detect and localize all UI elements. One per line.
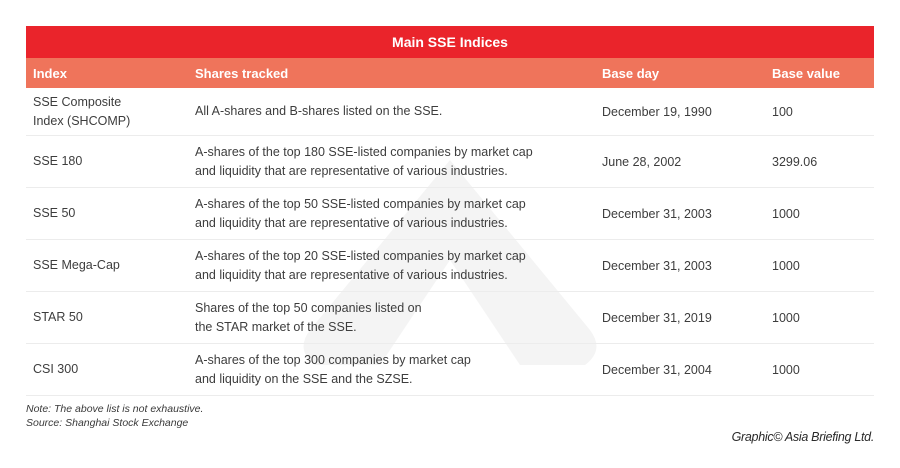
- footnotes: Note: The above list is not exhaustive. …: [26, 402, 203, 430]
- base-value-cell: 1000: [772, 362, 800, 377]
- index-name-cell: CSI 300: [33, 362, 79, 376]
- table-row: SSE 50 A-shares of the top 50 SSE-listed…: [26, 188, 874, 240]
- base-day-cell: December 31, 2003: [602, 206, 712, 221]
- table-row: SSE 180 A-shares of the top 180 SSE-list…: [26, 136, 874, 188]
- table-title-text: Main SSE Indices: [392, 34, 508, 50]
- index-name-cell: STAR 50: [33, 310, 83, 324]
- base-value-cell: 1000: [772, 206, 800, 221]
- shares-tracked-line: A-shares of the top 20 SSE-listed compan…: [195, 248, 526, 263]
- source-text: Source: Shanghai Stock Exchange: [26, 417, 189, 429]
- shares-tracked-line: A-shares of the top 300 companies by mar…: [195, 352, 471, 367]
- shares-tracked-line: and liquidity that are representative of…: [195, 267, 508, 282]
- shares-tracked-line: and liquidity that are representative of…: [195, 163, 508, 178]
- base-day-cell: December 19, 1990: [602, 104, 712, 119]
- note-text: Note: The above list is not exhaustive.: [26, 403, 204, 415]
- graphic-credit: Graphic© Asia Briefing Ltd.: [731, 430, 875, 444]
- index-name-cell: SSE 50: [33, 206, 76, 220]
- shares-tracked-line: and liquidity that are representative of…: [195, 215, 508, 230]
- column-header-base-day: Base day: [602, 65, 660, 81]
- column-header-shares-tracked: Shares tracked: [195, 65, 289, 81]
- table-row: STAR 50 Shares of the top 50 companies l…: [26, 292, 874, 344]
- table-row: SSE Mega-Cap A-shares of the top 20 SSE-…: [26, 240, 874, 292]
- base-value-cell: 1000: [772, 258, 800, 273]
- shares-tracked-cell: A-shares of the top 20 SSE-listed compan…: [192, 247, 602, 285]
- shares-tracked-line: A-shares of the top 50 SSE-listed compan…: [195, 196, 526, 211]
- shares-tracked-cell: All A-shares and B-shares listed on the …: [192, 102, 602, 121]
- table-row: CSI 300 A-shares of the top 300 companie…: [26, 344, 874, 396]
- table-title: Main SSE Indices: [26, 26, 874, 58]
- base-value-cell: 100: [772, 104, 793, 119]
- table-row: SSE Composite Index (SHCOMP) All A-share…: [26, 88, 874, 136]
- shares-tracked-cell: A-shares of the top 50 SSE-listed compan…: [192, 195, 602, 233]
- index-name-cell: SSE Composite Index (SHCOMP): [26, 93, 192, 131]
- shares-tracked-cell: A-shares of the top 180 SSE-listed compa…: [192, 143, 602, 181]
- shares-tracked-line: All A-shares and B-shares listed on the …: [195, 104, 443, 118]
- indices-table: Main SSE Indices Index Shares tracked Ba…: [26, 26, 874, 396]
- base-day-cell: June 28, 2002: [602, 154, 682, 169]
- shares-tracked-line: and liquidity on the SSE and the SZSE.: [195, 371, 413, 386]
- base-value-cell: 3299.06: [772, 154, 818, 169]
- shares-tracked-cell: Shares of the top 50 companies listed on…: [192, 299, 602, 337]
- shares-tracked-line: the STAR market of the SSE.: [195, 319, 357, 334]
- base-day-cell: December 31, 2004: [602, 362, 712, 377]
- base-day-cell: December 31, 2019: [602, 310, 712, 325]
- index-name-line: SSE Composite: [33, 94, 122, 109]
- base-day-cell: December 31, 2003: [602, 258, 712, 273]
- column-header-base-value: Base value: [772, 65, 840, 81]
- index-name-line: Index (SHCOMP): [33, 113, 131, 128]
- shares-tracked-line: Shares of the top 50 companies listed on: [195, 300, 422, 315]
- base-value-cell: 1000: [772, 310, 800, 325]
- column-header-index: Index: [33, 65, 67, 81]
- index-name-cell: SSE 180: [33, 154, 83, 168]
- index-name-cell: SSE Mega-Cap: [33, 258, 120, 272]
- shares-tracked-cell: A-shares of the top 300 companies by mar…: [192, 351, 602, 389]
- shares-tracked-line: A-shares of the top 180 SSE-listed compa…: [195, 144, 533, 159]
- table-header-row: Index Shares tracked Base day Base value: [26, 58, 874, 88]
